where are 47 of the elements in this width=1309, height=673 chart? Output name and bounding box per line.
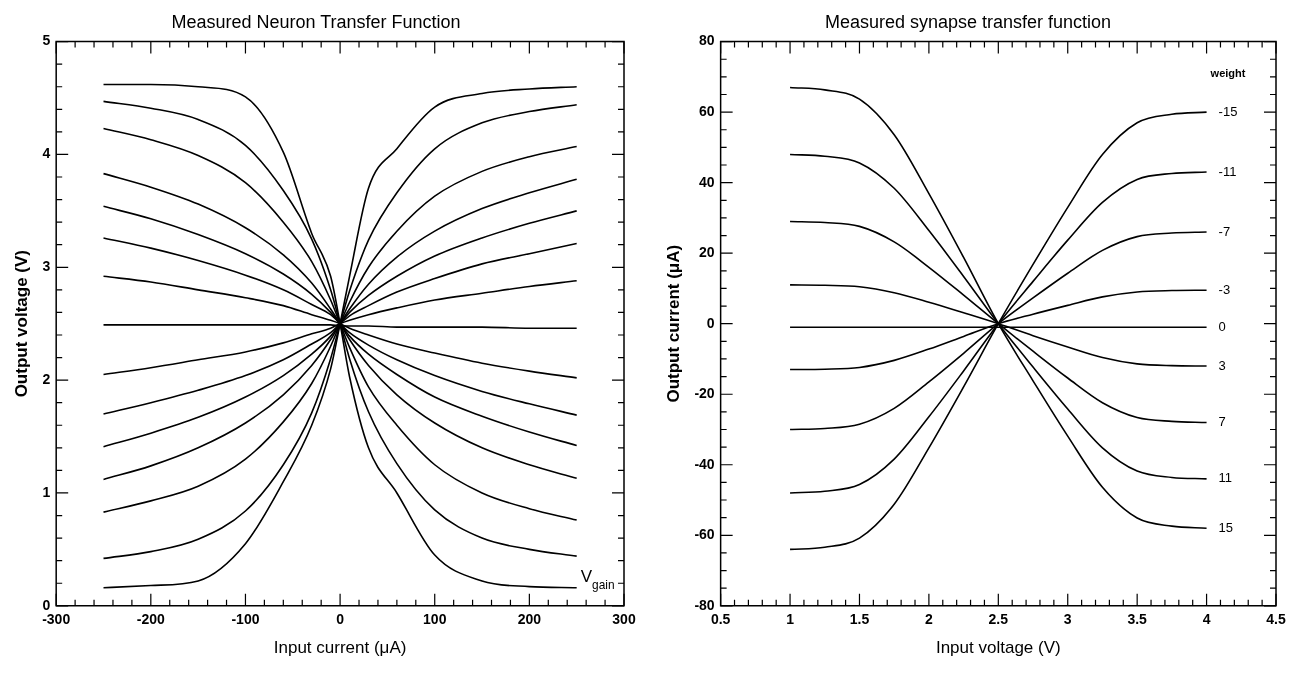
y-tick-label: 60 xyxy=(699,102,715,119)
y-tick-label: 3 xyxy=(42,258,51,275)
series-label: -11 xyxy=(1218,163,1237,179)
series-label: -7 xyxy=(1218,223,1231,239)
series-label: 3 xyxy=(1218,357,1226,373)
series-label: 7 xyxy=(1218,414,1226,430)
y-tick-label: 2 xyxy=(42,370,51,387)
y-tick-label: -40 xyxy=(694,455,715,472)
series-label: 0 xyxy=(1218,318,1226,334)
y-tick-label: 80 xyxy=(699,32,715,49)
x-tick-label: -100 xyxy=(231,611,260,628)
x-tick-label: 1.5 xyxy=(849,611,870,628)
x-tick-label: 300 xyxy=(612,611,636,628)
x-axis-title: Input current (μA) xyxy=(273,638,407,658)
series-label: -3 xyxy=(1218,281,1231,297)
y-tick-label: 0 xyxy=(42,596,51,613)
x-tick-label: 2 xyxy=(925,611,933,628)
x-tick-label: 200 xyxy=(517,611,542,628)
legend-title: weight xyxy=(1209,67,1246,80)
x-tick-label: -300 xyxy=(42,611,71,628)
y-tick-label: 20 xyxy=(699,244,715,261)
y-tick-label: 4 xyxy=(42,145,51,162)
y-tick-label: -20 xyxy=(694,385,715,402)
chart-title: Measured Neuron Transfer Function xyxy=(171,11,461,32)
x-tick-label: 4 xyxy=(1202,611,1211,628)
chart-title: Measured synapse transfer function xyxy=(824,11,1112,32)
x-tick-label: 2.5 xyxy=(988,611,1009,628)
legend-label: -15 xyxy=(1218,103,1238,119)
y-tick-label: 5 xyxy=(42,32,51,49)
x-tick-label: 0.5 xyxy=(710,611,731,628)
y-tick-label: 0 xyxy=(706,314,715,331)
y-tick-label: -80 xyxy=(694,596,715,613)
y-axis-title: Output current (μA) xyxy=(663,244,683,403)
x-tick-label: 3 xyxy=(1063,611,1072,628)
legend-label: 15 xyxy=(1218,519,1234,535)
x-tick-label: 100 xyxy=(423,611,447,628)
y-tick-label: 40 xyxy=(699,173,715,190)
x-tick-label: 3.5 xyxy=(1127,611,1148,628)
x-tick-label: 1 xyxy=(786,611,795,628)
y-axis-title: Output voltage (V) xyxy=(11,250,31,398)
y-tick-label: 1 xyxy=(42,483,51,500)
x-axis-title: Input voltage (V) xyxy=(935,638,1061,658)
y-tick-label: -60 xyxy=(694,526,715,543)
x-tick-label: 0 xyxy=(336,611,345,628)
x-tick-label: 4.5 xyxy=(1266,611,1286,628)
x-tick-label: -200 xyxy=(136,611,166,628)
series-label: 11 xyxy=(1218,470,1233,486)
